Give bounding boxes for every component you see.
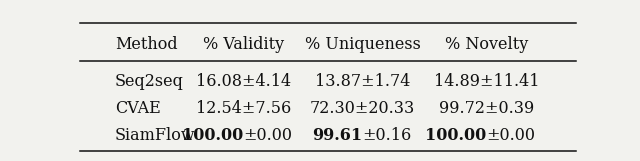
Text: 99.72±0.39: 99.72±0.39 xyxy=(439,100,534,117)
Text: CVAE: CVAE xyxy=(115,100,161,117)
Text: 14.89±11.41: 14.89±11.41 xyxy=(434,73,540,90)
Text: ±0.16: ±0.16 xyxy=(363,127,412,144)
Text: % Validity: % Validity xyxy=(203,36,284,53)
Text: SiamFlow: SiamFlow xyxy=(115,127,195,144)
Text: % Uniqueness: % Uniqueness xyxy=(305,36,420,53)
Text: % Novelty: % Novelty xyxy=(445,36,529,53)
Text: 100.00: 100.00 xyxy=(426,127,486,144)
Text: 12.54±7.56: 12.54±7.56 xyxy=(196,100,291,117)
Text: ±0.00: ±0.00 xyxy=(486,127,536,144)
Text: 100.00: 100.00 xyxy=(182,127,244,144)
Text: ±0.00: ±0.00 xyxy=(244,127,292,144)
Text: 72.30±20.33: 72.30±20.33 xyxy=(310,100,415,117)
Text: Method: Method xyxy=(115,36,177,53)
Text: 16.08±4.14: 16.08±4.14 xyxy=(196,73,291,90)
Text: 99.61: 99.61 xyxy=(312,127,363,144)
Text: Seq2seq: Seq2seq xyxy=(115,73,184,90)
Text: 13.87±1.74: 13.87±1.74 xyxy=(315,73,410,90)
